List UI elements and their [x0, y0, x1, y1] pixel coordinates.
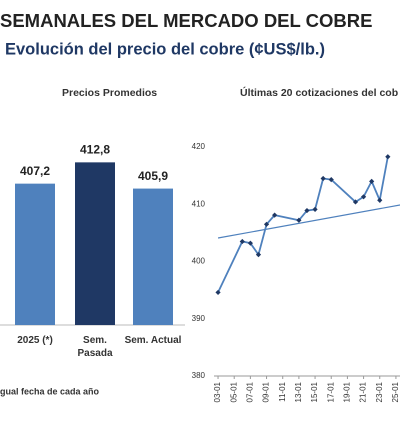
- value-label: 412,8: [80, 143, 110, 157]
- x-tick-label: 23-01: [375, 381, 384, 402]
- point: [312, 206, 318, 213]
- point: [352, 199, 359, 205]
- footnote: gual fecha de cada año: [0, 386, 100, 396]
- trend-line: [217, 204, 400, 239]
- x-tick-label: 19-01: [343, 381, 352, 402]
- point: [247, 240, 253, 246]
- x-tick-label: 25-01: [391, 381, 400, 402]
- x-tick-label: 07-01: [245, 381, 254, 402]
- point: [239, 238, 245, 245]
- point: [263, 221, 270, 227]
- category-label: Sem. Pasada: [77, 335, 113, 359]
- page-subtitle: Evolución del precio del cobre (¢US$/lb.…: [5, 40, 325, 58]
- point: [215, 289, 221, 296]
- bar: [15, 183, 55, 325]
- page-title: SEMANALES DEL MERCADO DEL COBRE: [0, 10, 372, 31]
- bar: [75, 162, 115, 325]
- point: [377, 197, 383, 203]
- price-line: [217, 156, 389, 293]
- x-tick-label: 05-01: [229, 381, 238, 402]
- x-tick-label: 11-01: [278, 381, 287, 401]
- category-label: 2025 (*): [17, 335, 53, 346]
- value-label: 407,2: [20, 164, 50, 178]
- category-label: Sem. Actual: [124, 335, 182, 346]
- x-tick-label: 13-01: [294, 381, 303, 402]
- point: [369, 178, 375, 184]
- y-tick-label: 420: [192, 142, 206, 151]
- y-tick-label: 410: [192, 199, 206, 208]
- line-chart-title: Últimas 20 cotizaciones del cob: [240, 86, 398, 99]
- value-label: 405,9: [138, 169, 168, 183]
- point: [328, 177, 334, 183]
- point: [272, 212, 278, 218]
- bar: [133, 188, 173, 325]
- point: [255, 252, 262, 258]
- point: [360, 194, 367, 200]
- y-tick-label: 390: [192, 314, 206, 323]
- y-tick-label: 400: [192, 257, 206, 266]
- x-tick-label: 09-01: [262, 381, 271, 402]
- x-tick-label: 17-01: [326, 381, 335, 402]
- point: [296, 217, 302, 223]
- x-tick-label: 03-01: [213, 381, 222, 402]
- x-tick-label: 21-01: [359, 381, 368, 402]
- bar-chart-title: Precios Promedios: [62, 87, 157, 99]
- point: [385, 154, 391, 160]
- x-tick-label: 15-01: [310, 381, 319, 402]
- point: [320, 175, 326, 182]
- point: [304, 207, 310, 214]
- y-tick-label: 380: [192, 371, 206, 380]
